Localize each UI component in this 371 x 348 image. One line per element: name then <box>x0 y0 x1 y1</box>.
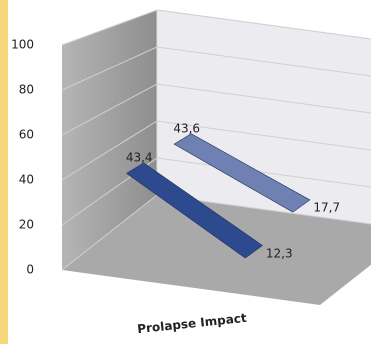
grid-line <box>61 157 371 226</box>
y-tick-label: 100 <box>11 38 34 52</box>
y-tick-label: 40 <box>19 173 34 187</box>
ribbon-segment <box>126 162 263 259</box>
y-tick-label: 20 <box>19 218 34 232</box>
x-axis-title: Prolapse Impact <box>137 311 248 336</box>
grid-line <box>61 46 371 91</box>
left-wall <box>62 10 157 270</box>
ribbon-segment <box>173 133 311 213</box>
side-strip <box>0 0 8 344</box>
y-tick-label: 60 <box>19 128 34 142</box>
data-label: 43,4 <box>126 151 153 165</box>
grid-line <box>61 9 371 46</box>
data-label: 17,7 <box>313 201 340 215</box>
data-point <box>300 205 302 207</box>
data-label: 12,3 <box>266 246 293 260</box>
plot-area <box>62 9 371 305</box>
data-point <box>134 167 136 169</box>
data-point <box>253 251 255 253</box>
grid-line <box>61 120 371 181</box>
data-label: 43,6 <box>173 121 200 135</box>
grid-line <box>61 83 371 136</box>
y-tick-label: 80 <box>19 83 34 97</box>
data-point <box>182 138 184 140</box>
floor <box>62 195 371 305</box>
y-tick-label: 0 <box>26 263 34 277</box>
